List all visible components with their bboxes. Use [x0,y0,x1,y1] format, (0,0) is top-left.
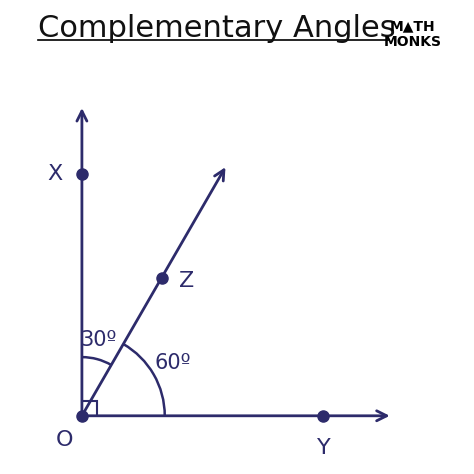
Text: Z: Z [179,271,194,291]
Text: 60º: 60º [155,353,191,374]
Text: X: X [47,164,63,184]
Text: M▲TH
MONKS: M▲TH MONKS [383,19,441,49]
Text: Complementary Angles: Complementary Angles [38,14,395,43]
Text: O: O [56,430,73,450]
Text: 30º: 30º [81,330,117,350]
Text: Y: Y [317,438,330,458]
